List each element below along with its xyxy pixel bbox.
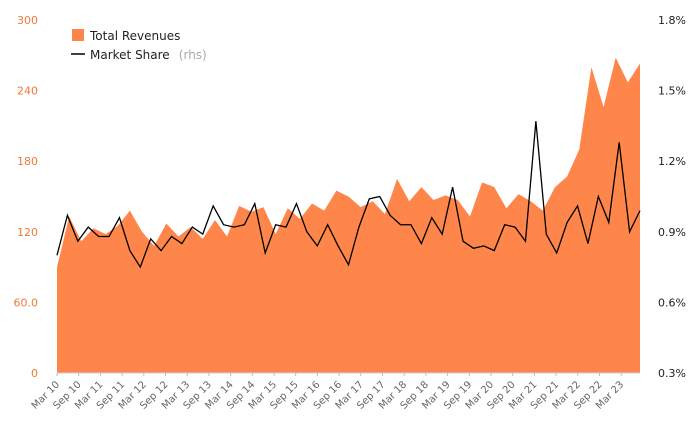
total-revenues-area xyxy=(57,57,640,374)
right-tick-label: 0.6% xyxy=(658,296,686,309)
right-tick-label: 0.3% xyxy=(658,367,686,380)
revenue-area-layer xyxy=(57,57,640,374)
left-axis: 0 60.0 120 180 240 300 xyxy=(14,14,39,380)
left-tick-label: 180 xyxy=(17,155,38,168)
market-share-line-layer xyxy=(56,121,641,269)
left-tick-label: 120 xyxy=(17,226,38,239)
right-tick-label: 1.5% xyxy=(658,85,686,98)
left-tick-label: 300 xyxy=(17,14,38,27)
legend-label-market-share-group: Market Share (rhs) xyxy=(90,44,207,63)
legend-label-market-share: Market Share xyxy=(90,48,170,62)
left-tick-label: 0 xyxy=(31,367,38,380)
right-tick-label: 1.2% xyxy=(658,155,686,168)
market-share-line xyxy=(56,121,641,269)
legend-swatch-total-revenues xyxy=(72,29,84,41)
legend-label-total-revenues: Total Revenues xyxy=(89,29,180,43)
legend-label-market-share-suffix: (rhs) xyxy=(179,48,207,62)
right-tick-label: 0.9% xyxy=(658,226,686,239)
right-tick-label: 1.8% xyxy=(658,14,686,27)
right-axis: 0.3% 0.6% 0.9% 1.2% 1.5% 1.8% xyxy=(658,14,686,380)
left-tick-label: 60.0 xyxy=(14,296,39,309)
left-tick-label: 240 xyxy=(17,85,38,98)
legend: Total Revenues Market Share (rhs) xyxy=(71,29,207,63)
